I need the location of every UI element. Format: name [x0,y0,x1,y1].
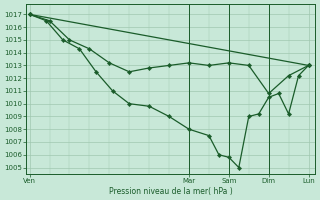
X-axis label: Pression niveau de la mer( hPa ): Pression niveau de la mer( hPa ) [109,187,233,196]
